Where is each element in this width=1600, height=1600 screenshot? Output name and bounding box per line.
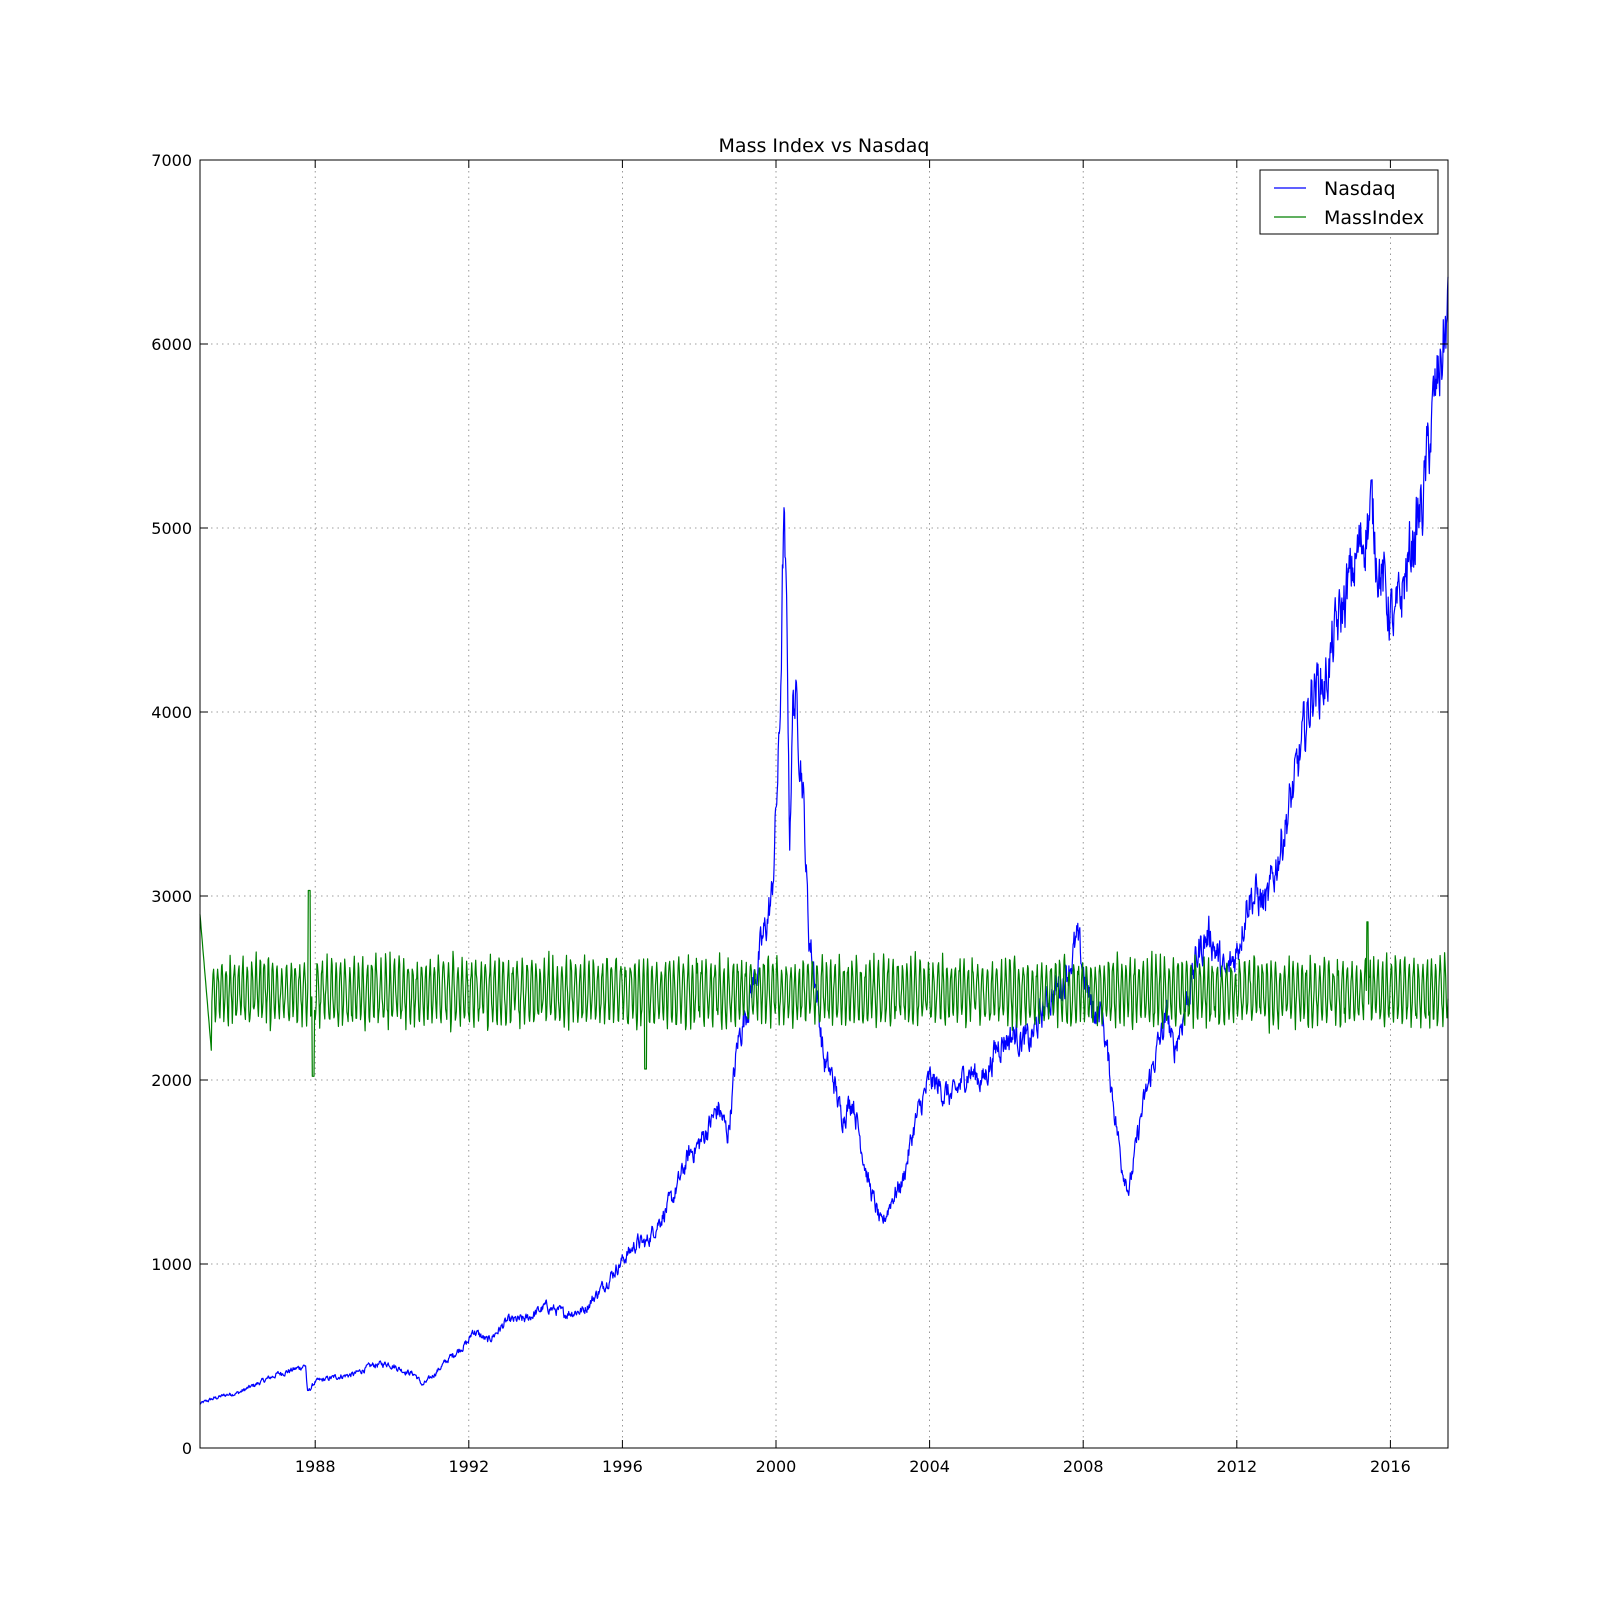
legend-label-nasdaq: Nasdaq bbox=[1324, 178, 1396, 200]
y-tick-label: 4000 bbox=[151, 703, 192, 722]
y-tick-label: 3000 bbox=[151, 887, 192, 906]
axes-frame bbox=[199, 159, 1449, 1449]
legend-box bbox=[1259, 169, 1439, 235]
series-line-nasdaq bbox=[199, 276, 1449, 1405]
series-layer bbox=[199, 276, 1449, 1405]
y-tick-label: 2000 bbox=[151, 1071, 192, 1090]
x-tick-label: 2012 bbox=[1216, 1457, 1257, 1476]
ticks bbox=[200, 159, 1448, 1449]
x-tick-label: 1996 bbox=[602, 1457, 643, 1476]
y-tick-label: 6000 bbox=[151, 335, 192, 354]
x-tick-label: 2016 bbox=[1370, 1457, 1411, 1476]
x-tick-label: 1988 bbox=[295, 1457, 336, 1476]
y-tick-label: 1000 bbox=[151, 1255, 192, 1274]
x-tick-label: 2000 bbox=[756, 1457, 797, 1476]
x-tick-label: 1992 bbox=[448, 1457, 489, 1476]
tick-labels: 1988 1992 1996 2000 2004 2008 2012 2016 0 1000 200… bbox=[151, 151, 1410, 1476]
y-tick-label: 5000 bbox=[151, 519, 192, 538]
y-tick-label: 0 bbox=[182, 1439, 192, 1458]
series-line-massindex bbox=[199, 889, 1449, 1077]
legend: Nasdaq MassIndex bbox=[1259, 169, 1439, 235]
legend-label-massindex: MassIndex bbox=[1324, 207, 1424, 229]
y-tick-label: 7000 bbox=[151, 151, 192, 170]
x-tick-label: 2004 bbox=[909, 1457, 950, 1476]
grid bbox=[200, 160, 1448, 1448]
x-tick-label: 2008 bbox=[1063, 1457, 1104, 1476]
chart-title: Mass Index vs Nasdaq bbox=[719, 135, 930, 157]
